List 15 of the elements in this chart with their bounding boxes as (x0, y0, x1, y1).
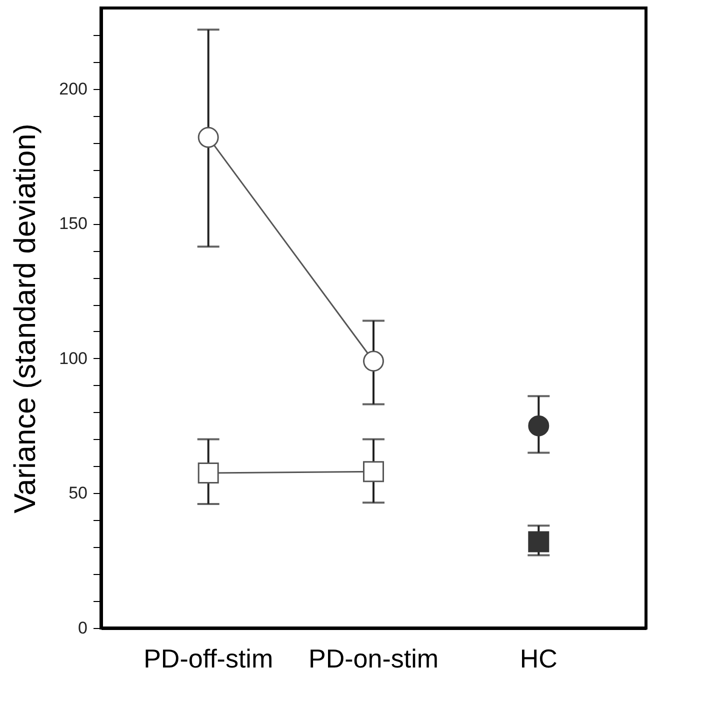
y-tick-label: 100 (59, 348, 88, 368)
point (528, 415, 550, 436)
y-tick-label: 50 (68, 484, 88, 503)
y-axis-title: Variance (standard deviation) (9, 124, 42, 514)
point (363, 461, 384, 482)
x-tick-label: HC (520, 644, 558, 674)
y-tick-label: 150 (59, 214, 88, 234)
y-tick-label: 0 (78, 618, 88, 638)
y-tick-label: 200 (59, 79, 88, 98)
point (198, 462, 219, 484)
x-tick-label: PD-on-stim (308, 644, 439, 674)
x-tick-label: PD-off-stim (144, 644, 274, 674)
point (528, 531, 550, 552)
point (198, 126, 219, 148)
point (363, 350, 384, 372)
